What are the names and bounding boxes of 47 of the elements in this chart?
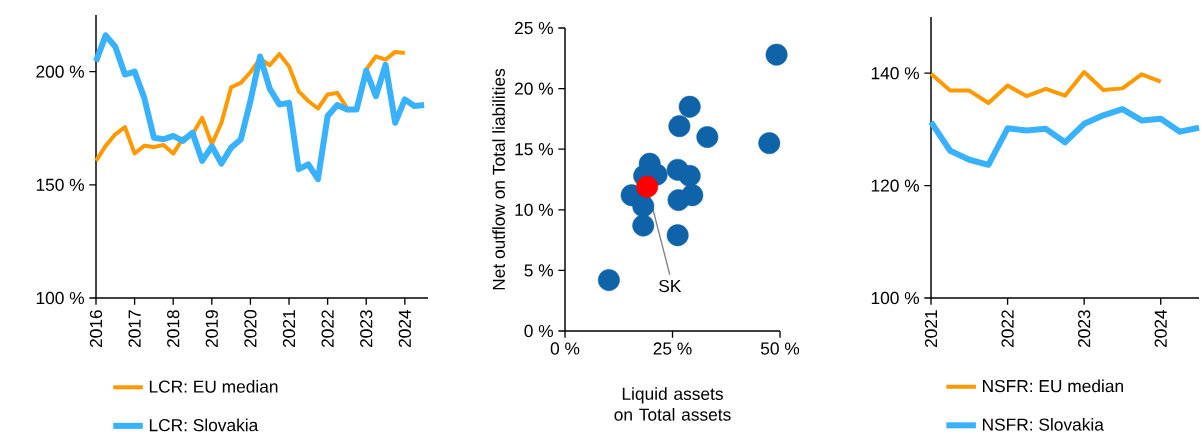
- x-tick-label: 2023: [360, 310, 373, 348]
- x-tick-label: 2021: [924, 310, 938, 348]
- legend-label: NSFR: EU median: [983, 379, 1123, 393]
- y-tick-label: 10 %: [515, 203, 553, 216]
- x-tick-label: 2022: [1001, 310, 1014, 348]
- x-tick-label: 2017: [128, 310, 141, 348]
- x-tick-label: 2020: [244, 310, 257, 348]
- y-tick-label: 140 %: [871, 67, 920, 80]
- x-tick-label: 2024: [398, 309, 411, 348]
- y-tick-label: 200 %: [36, 65, 84, 78]
- point: [681, 184, 704, 207]
- x-tick-label: 2024: [1154, 309, 1167, 348]
- point: [678, 164, 701, 187]
- y-tick-label: 25 %: [515, 21, 553, 35]
- point: [668, 115, 691, 138]
- point: [758, 132, 781, 155]
- point: [632, 214, 655, 237]
- point: [666, 224, 689, 247]
- legend-label: LCR: EU median: [149, 380, 278, 393]
- point: [597, 269, 620, 292]
- x-tick-label: 2022: [321, 310, 334, 348]
- line-series: [929, 70, 1163, 105]
- y-tick-label: 15 %: [515, 143, 553, 156]
- y-tick-label: 100 %: [871, 291, 920, 305]
- y-axis-title: Net outflow on Total liabilities: [492, 68, 505, 290]
- annotation: SK: [659, 279, 682, 293]
- legend-label: LCR: Slovakia: [149, 418, 259, 432]
- y-tick-label: 20 %: [515, 82, 553, 95]
- x-tick-label: 2023: [1078, 310, 1091, 348]
- point: [696, 126, 719, 149]
- legend-label: NSFR: Slovakia: [983, 418, 1104, 431]
- point: [765, 43, 788, 66]
- point: [636, 175, 659, 198]
- y-tick-label: 100 %: [36, 291, 84, 305]
- y-tick-label: 5 %: [524, 264, 554, 277]
- x-tick-label: 2018: [167, 310, 180, 348]
- point: [678, 95, 701, 118]
- x-tick-label: 2021: [282, 310, 296, 348]
- x-tick-label: 25 %: [653, 342, 692, 355]
- x-tick-label: 50 %: [760, 342, 800, 355]
- x-tick-label: 2016: [89, 310, 103, 348]
- y-tick-label: 150 %: [36, 178, 84, 191]
- point: [632, 195, 655, 218]
- y-tick-label: 120 %: [871, 179, 920, 192]
- x-tick-label: 0 %: [550, 342, 580, 355]
- x-tick-label: 2019: [205, 310, 218, 348]
- x-axis-title: Liquid assets on Total assets: [614, 387, 731, 421]
